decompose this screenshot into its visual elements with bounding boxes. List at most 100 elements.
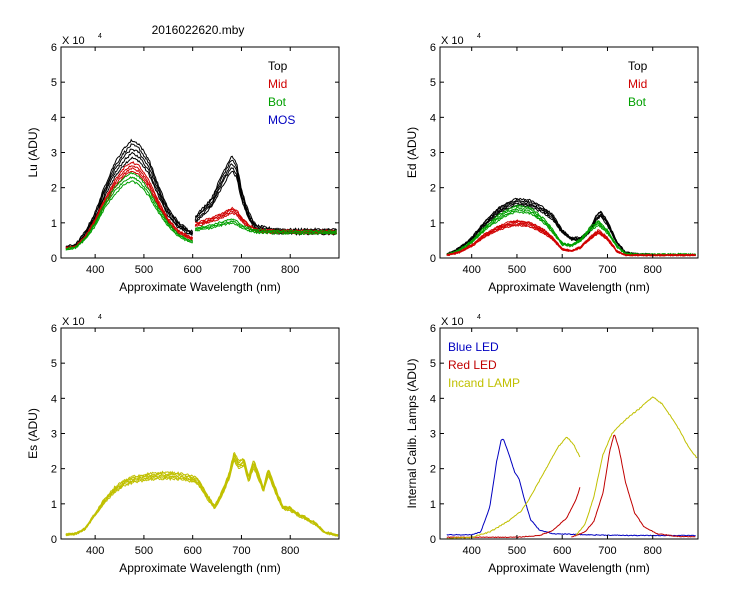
lamps-legend-blue-led: Blue LED	[448, 340, 499, 354]
lu-legend-mos: MOS	[268, 113, 295, 127]
lu-ytick-label: 1	[51, 218, 57, 230]
lu-ytick-label: 0	[51, 253, 57, 265]
lu-xtick-label: 700	[232, 264, 250, 276]
lu-legend-top: Top	[268, 59, 288, 73]
lamps-series-red-led-line	[571, 434, 696, 538]
lu-series-top-line	[65, 151, 194, 250]
ed-ytick-label: 3	[430, 148, 436, 160]
lu-series-group	[65, 138, 338, 251]
panel-lamps: 400 500 600 700 800 0 1 2 3 4 5 6 X 10 4 Approximate W…	[405, 314, 699, 575]
figure-title: 2016022620.mby	[152, 23, 245, 37]
ed-multiplier-exponent: 4	[477, 33, 481, 40]
es-series-group	[65, 451, 339, 537]
lu-series-top-line	[65, 148, 194, 249]
lu-ytick-label: 4	[51, 112, 57, 124]
es-series-es-line	[65, 454, 339, 537]
ed-legend-bot: Bot	[628, 95, 647, 109]
lamps-xtick-label: 500	[508, 545, 526, 557]
lu-series-bot-line	[194, 218, 337, 233]
panel-es: 400 500 600 700 800 0 1 2 3 4 5 6 X 10 4 Approximate W…	[26, 314, 340, 575]
lamps-multiplier-exponent: 4	[477, 314, 481, 321]
es-xtick-label: 600	[184, 545, 202, 557]
ed-ytick-label: 5	[430, 77, 436, 89]
lamps-xtick-label: 400	[463, 545, 481, 557]
lamps-multiplier-label: X 10	[441, 316, 464, 328]
lu-multiplier-exponent: 4	[98, 33, 102, 40]
lu-series-bot-line	[65, 180, 193, 251]
lu-ytick-label: 6	[51, 42, 57, 54]
lu-series-bot-line	[65, 171, 194, 250]
lu-ytick-label: 3	[51, 148, 57, 160]
lu-ylabel: Lu (ADU)	[26, 127, 40, 177]
lu-ytick-label: 5	[51, 77, 57, 89]
lamps-ytick-label: 5	[430, 358, 436, 370]
panel-ed: 400 500 600 700 800 0 1 2 3 4 5 6 X 10 4 Approximate W…	[405, 33, 699, 294]
es-series-es-line	[65, 453, 339, 537]
lu-series-top-line	[65, 138, 194, 248]
es-multiplier-label: X 10	[62, 316, 85, 328]
lu-series-bot-line	[194, 219, 338, 235]
lamps-series-red-led-line	[446, 487, 581, 539]
es-xtick-label: 800	[281, 545, 299, 557]
lu-ytick-label: 2	[51, 183, 57, 195]
ed-series-bot-line	[446, 208, 696, 257]
es-ytick-label: 4	[51, 393, 57, 405]
lu-xtick-label: 400	[86, 264, 104, 276]
ed-ytick-label: 1	[430, 218, 436, 230]
ed-xtick-label: 700	[598, 264, 616, 276]
ed-series-group	[446, 197, 697, 257]
ed-xtick-label: 600	[553, 264, 571, 276]
lu-multiplier-label: X 10	[62, 35, 85, 47]
lu-xlabel: Approximate Wavelength (nm)	[119, 280, 281, 294]
lamps-legend-incand-lamp: Incand LAMP	[448, 376, 520, 390]
ed-ytick-label: 4	[430, 112, 436, 124]
ed-ytick-label: 2	[430, 183, 436, 195]
lu-series-top-line	[195, 155, 337, 232]
lamps-series-blue-led-line	[446, 438, 696, 537]
es-ytick-label: 0	[51, 534, 57, 546]
es-ylabel: Es (ADU)	[26, 408, 40, 459]
lamps-ytick-label: 0	[430, 534, 436, 546]
lamps-series-incand-lamp-line	[446, 436, 581, 539]
es-xtick-label: 700	[232, 545, 250, 557]
ed-xtick-label: 800	[644, 264, 662, 276]
es-ytick-label: 6	[51, 323, 57, 335]
ed-axes-frame	[439, 46, 699, 259]
lamps-ylabel: Internal Calib. Lamps (ADU)	[405, 358, 419, 508]
es-series-es-line	[65, 451, 339, 537]
lamps-series-incand-lamp-line	[575, 396, 698, 536]
lamps-ytick-label: 3	[430, 429, 436, 441]
ed-series-top-line	[446, 197, 653, 256]
es-ytick-label: 5	[51, 358, 57, 370]
lamps-ytick-label: 1	[430, 499, 436, 511]
lamps-xtick-label: 700	[598, 545, 616, 557]
ed-ylabel: Ed (ADU)	[405, 127, 419, 178]
es-axes-frame	[60, 327, 340, 540]
ed-xtick-label: 400	[463, 264, 481, 276]
ed-multiplier-label: X 10	[441, 35, 464, 47]
ed-series-mid-line	[446, 219, 696, 257]
lamps-ytick-label: 6	[430, 323, 436, 335]
lu-legend-mid: Mid	[268, 77, 287, 91]
lu-series-mid-line	[65, 161, 194, 249]
ed-ytick-label: 6	[430, 42, 436, 54]
lamps-ytick-label: 2	[430, 464, 436, 476]
lu-xtick-label: 800	[281, 264, 299, 276]
lamps-series-group	[446, 396, 698, 539]
es-ytick-label: 1	[51, 499, 57, 511]
lamps-xtick-label: 600	[553, 545, 571, 557]
es-xlabel: Approximate Wavelength (nm)	[119, 561, 281, 575]
lu-legend-bot: Bot	[268, 95, 287, 109]
lamps-xlabel: Approximate Wavelength (nm)	[488, 561, 650, 575]
ed-ytick-label: 0	[430, 253, 436, 265]
ed-xlabel: Approximate Wavelength (nm)	[488, 280, 650, 294]
ed-legend-top: Top	[628, 59, 648, 73]
lamps-xtick-label: 800	[644, 545, 662, 557]
panel-lu: 400 500 600 700 800 0 1 2 3 4 5 6 X 10 4 Approximate W…	[26, 33, 340, 294]
es-ytick-label: 3	[51, 429, 57, 441]
lu-xtick-label: 600	[184, 264, 202, 276]
lamps-ytick-label: 4	[430, 393, 436, 405]
ed-xtick-label: 500	[508, 264, 526, 276]
es-xtick-label: 500	[135, 545, 153, 557]
